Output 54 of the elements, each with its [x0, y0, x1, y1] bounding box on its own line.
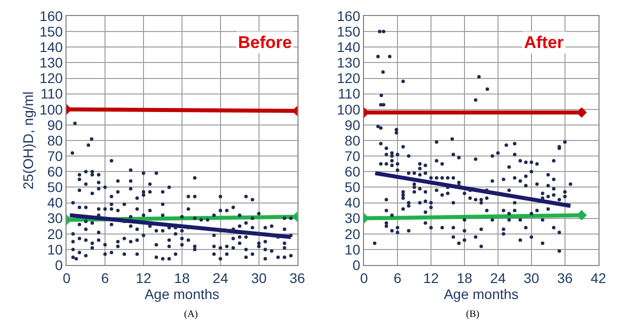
y-tick-label: 150	[336, 23, 360, 40]
x-tick-label: 42	[590, 270, 606, 286]
y-tick-label: 130	[39, 54, 64, 71]
y-tick-label: 30	[47, 210, 64, 226]
x-tick-label: 18	[174, 270, 190, 286]
x-tick-label: 12	[136, 270, 152, 286]
y-tick-label: 10	[344, 241, 360, 258]
x-tick-label: 18	[456, 270, 472, 286]
annotation: After	[524, 33, 564, 52]
x-tick-label: 24	[490, 270, 506, 286]
y-tick-label: 160	[336, 8, 360, 24]
y-tick-label: 160	[39, 8, 64, 24]
y-tick-label: 50	[344, 179, 360, 196]
y-tick-label: 140	[39, 39, 64, 56]
y-tick-label: 130	[336, 54, 360, 71]
annotation: Before	[238, 33, 292, 52]
text: (A)	[184, 309, 198, 320]
y-tick-label: 0	[352, 256, 360, 273]
y-tick-label: 70	[47, 148, 64, 164]
x-tick-label: 30	[524, 270, 540, 286]
y-tick-label: 90	[344, 116, 360, 133]
x-tick-label: 36	[290, 270, 306, 286]
y-axis-title: 25(OH)D, ng/ml	[20, 91, 36, 190]
y-tick-label: 140	[336, 39, 360, 56]
y-tick-label: 70	[344, 148, 360, 164]
y-tick-label: 120	[336, 70, 360, 86]
text: (B)	[466, 309, 480, 320]
y-tick-label: 80	[47, 132, 64, 148]
y-tick-label: 120	[39, 70, 64, 86]
x-axis-title: Age months	[444, 286, 519, 302]
y-tick-label: 90	[47, 116, 64, 133]
y-tick-label: 110	[338, 86, 360, 102]
y-tick-label: 20	[47, 226, 64, 242]
x-axis-title: Age months	[144, 286, 220, 302]
y-tick-label: 100	[39, 101, 64, 118]
y-tick-label: 40	[344, 194, 360, 211]
y-tick-label: 0	[55, 256, 64, 273]
x-tick-label: 36	[557, 270, 573, 286]
y-tick-label: 40	[47, 194, 64, 211]
y-tick-label: 60	[47, 164, 64, 180]
x-tick-label: 24	[212, 270, 228, 286]
y-tick-label: 100	[336, 101, 360, 118]
y-tick-label: 150	[39, 23, 64, 40]
x-tick-label: 12	[423, 270, 439, 286]
x-tick-label: 6	[394, 270, 402, 286]
y-tick-label: 20	[344, 226, 360, 242]
y-tick-label: 60	[344, 164, 360, 180]
x-tick-label: 6	[101, 270, 110, 286]
y-tick-label: 30	[344, 210, 360, 226]
y-tick-label: 110	[40, 86, 64, 102]
x-tick-label: 30	[251, 270, 267, 286]
y-tick-label: 80	[344, 132, 360, 148]
y-tick-label: 50	[47, 179, 64, 196]
y-tick-label: 10	[47, 241, 64, 258]
